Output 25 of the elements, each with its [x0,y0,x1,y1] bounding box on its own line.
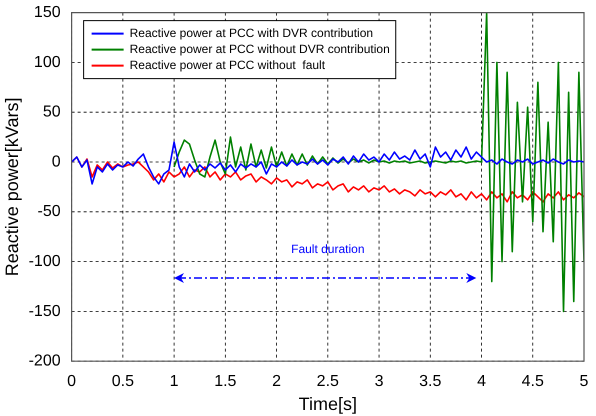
legend-label: Reactive power at PCC without DVR contribution [130,42,390,56]
y-tick-label: -150 [28,302,61,320]
legend-label: Reactive power at PCC without fault [130,58,326,72]
y-tick-label: 0 [52,153,61,170]
y-tick-label: 150 [34,4,61,22]
x-tick-label: 1.5 [214,373,237,390]
x-tick-label: 4.5 [522,373,544,390]
x-tick-label: 3 [374,373,384,390]
y-tick-label: -200 [28,352,61,370]
x-tick-label: 0 [67,373,76,390]
x-tick-label: 5 [580,373,589,390]
y-tick-label: -100 [28,253,61,270]
x-tick-label: 4 [477,373,486,390]
x-tick-label: 1 [170,373,179,390]
x-tick-label: 0.5 [112,373,134,390]
y-tick-label: -50 [38,203,61,220]
legend-label: Reactive power at PCC with DVR contribution [130,26,374,40]
y-axis-title: Reactive power[kVars] [2,98,22,276]
y-tick-label: 50 [42,104,61,121]
annotation: Fault duration [291,242,365,256]
x-tick-label: 3.5 [419,373,442,390]
x-tick-label: 2.5 [316,373,340,390]
x-axis-title: Time[s] [298,394,357,414]
y-tick-label: 100 [34,54,61,71]
x-tick-label: 2 [272,373,282,390]
